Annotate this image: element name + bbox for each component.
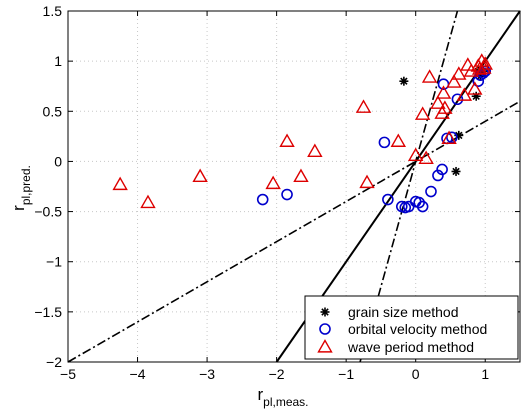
y-tick-label: 1	[54, 53, 62, 69]
data-point-circle	[446, 131, 458, 144]
data-point-triangle	[437, 100, 453, 114]
y-tick-label: −0.5	[34, 204, 62, 220]
data-point-triangle	[407, 147, 424, 161]
y-tick-label: −2	[46, 354, 62, 370]
data-point-circle	[382, 193, 394, 206]
data-point-circle	[425, 185, 437, 198]
series-2	[112, 53, 493, 209]
data-point-triangle	[414, 106, 431, 120]
y-tick-label: 0.5	[43, 103, 63, 119]
data-point-triangle	[390, 133, 407, 147]
data-point-asterisk	[451, 166, 461, 176]
data-point-triangle	[476, 60, 492, 74]
data-point-circle	[281, 188, 293, 201]
y-tick-label: −1.5	[34, 304, 62, 320]
data-point-triangle	[421, 69, 438, 83]
data-point-triangle	[477, 56, 493, 70]
data-point-circle	[256, 193, 269, 206]
data-point-triangle	[265, 175, 281, 190]
reference-line	[67, 100, 521, 363]
x-tick-label: −1	[338, 366, 354, 382]
data-point-circle	[378, 136, 391, 149]
x-tick-label: 1	[481, 366, 489, 382]
data-point-triangle	[140, 194, 156, 209]
data-point-asterisk	[399, 76, 409, 86]
legend-label-orbital-velocity: orbital velocity method	[348, 321, 487, 337]
x-tick-label: −5	[60, 366, 76, 382]
data-point-circle	[319, 323, 331, 335]
legend-markers	[317, 307, 333, 353]
data-point-triangle	[359, 174, 375, 189]
data-point-triangle	[192, 168, 208, 183]
legend-label-grain-size: grain size method	[348, 304, 459, 320]
data-point-triangle	[430, 95, 446, 109]
x-tick-label: −3	[199, 366, 215, 382]
x-tick-label: −2	[269, 366, 285, 382]
series-1	[256, 65, 492, 214]
data-point-triangle	[279, 133, 295, 147]
data-point-triangle	[418, 150, 434, 164]
y-axis-label: rpl,pred.	[9, 165, 33, 211]
data-point-triangle	[317, 339, 333, 353]
data-marks	[112, 53, 493, 214]
plot-frame	[67, 10, 521, 363]
data-point-triangle	[467, 81, 483, 95]
legend: grain size method orbital velocity metho…	[304, 295, 519, 360]
reference-line	[359, 10, 459, 363]
legend-label-wave-period: wave period method	[347, 339, 474, 355]
data-point-circle	[436, 163, 448, 176]
data-point-circle	[451, 93, 464, 106]
y-tick-label: −1	[46, 254, 62, 270]
legend-box	[304, 295, 519, 360]
data-point-triangle	[446, 74, 462, 88]
data-point-triangle	[441, 130, 457, 144]
data-point-triangle	[451, 66, 467, 80]
data-point-asterisk	[320, 307, 330, 317]
y-tick-label: 0	[54, 153, 62, 169]
data-point-triangle	[112, 176, 128, 191]
data-point-triangle	[293, 168, 309, 183]
data-point-asterisk	[471, 91, 481, 101]
data-point-triangle	[307, 143, 323, 157]
data-point-triangle	[355, 99, 372, 113]
data-point-triangle	[435, 85, 452, 99]
x-tick-label: 0	[412, 366, 420, 382]
x-axis-label: rpl,meas.	[257, 385, 308, 409]
y-tick-label: 1.5	[43, 3, 63, 19]
data-point-triangle	[471, 61, 488, 75]
data-point-circle	[416, 200, 429, 213]
x-tick-label: −4	[130, 366, 146, 382]
